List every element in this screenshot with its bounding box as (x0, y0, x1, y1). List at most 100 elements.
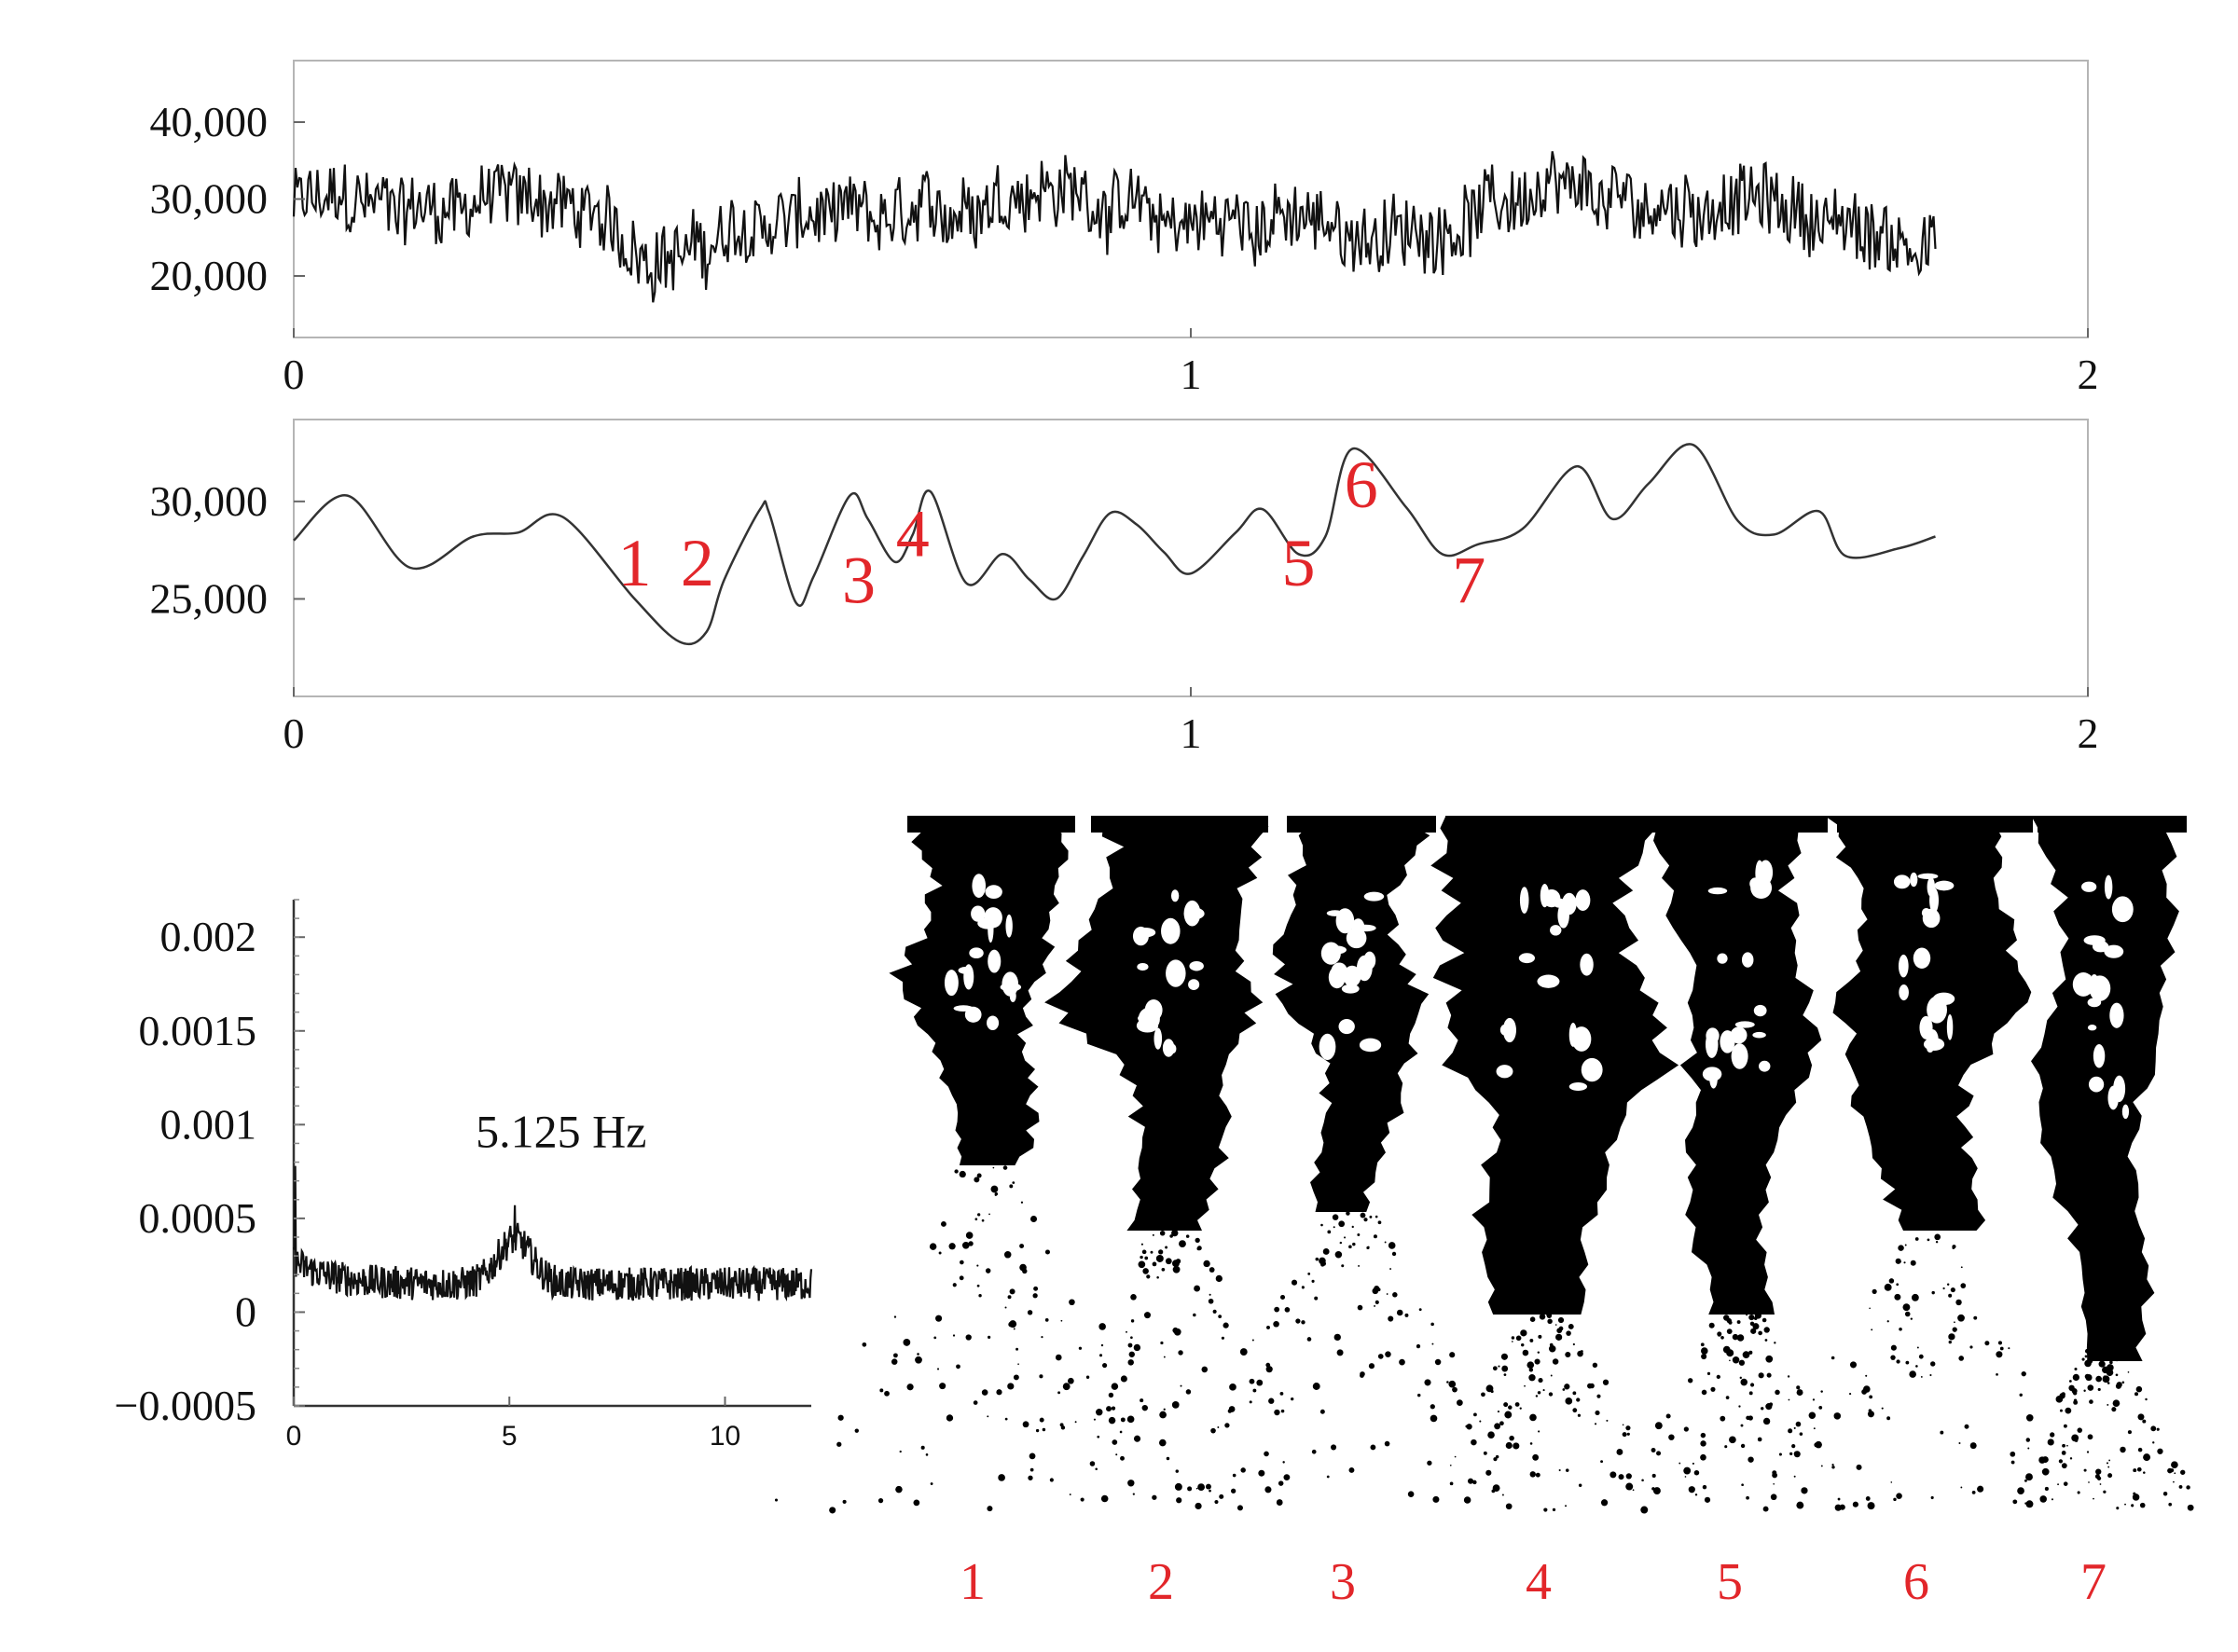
flame-droplet (1143, 1312, 1151, 1319)
flame-droplet (1632, 1489, 1635, 1492)
flame-droplet (1656, 1451, 1662, 1456)
flame-hole (1717, 953, 1728, 964)
flame-droplet (1449, 1481, 1454, 1486)
flame-droplet (1396, 1309, 1403, 1316)
flame-droplet (2069, 1457, 2073, 1460)
flame-droplet (2098, 1360, 2106, 1368)
flame-droplet (2152, 1441, 2155, 1444)
flame-droplet (1127, 1359, 1134, 1366)
flame-image-labels: 1 2 3 4 5 6 7 (960, 1553, 2107, 1611)
flame-droplet (2095, 1375, 2102, 1383)
flame-droplet (960, 1260, 964, 1265)
flame-droplet (1504, 1411, 1513, 1419)
flame-droplet (895, 1485, 903, 1494)
flame-droplet (1942, 1287, 1945, 1290)
flame-droplet (930, 1482, 933, 1485)
flame-droplet (1320, 1262, 1325, 1267)
flame-droplet (1432, 1495, 1440, 1503)
flame-droplet (1100, 1494, 1109, 1503)
flame-droplet (1778, 1452, 1782, 1456)
flame-droplet (877, 1498, 884, 1504)
flame-droplet (1957, 1314, 1965, 1322)
flame-droplet (1736, 1320, 1741, 1324)
flame-hole (2121, 1104, 2130, 1120)
flame-droplet (2133, 1468, 2137, 1473)
flame-hole (1354, 924, 1376, 932)
flame-droplet (2112, 1399, 2121, 1407)
flame-droplet (1702, 1484, 1707, 1490)
flame-droplet (1033, 1286, 1039, 1291)
flame-droplet (1960, 1283, 1967, 1288)
flame-droplet (1602, 1379, 1609, 1385)
flame-droplet (1210, 1427, 1216, 1434)
flame-droplet (1341, 1264, 1345, 1268)
flame-droplet (1336, 1349, 1344, 1356)
flame-droplet (1537, 1391, 1541, 1395)
flame-droplet (2077, 1491, 2080, 1494)
flame-droplet (1729, 1359, 1731, 1362)
flame-hole (1753, 1004, 1767, 1017)
flame-droplet (1224, 1423, 1230, 1428)
flame-droplet (1904, 1311, 1911, 1317)
raw-signal-panel: 40,000 30,000 20,000 0 1 2 (150, 60, 2099, 398)
flame-number-label: 2 (1148, 1553, 1174, 1611)
flame-droplet (1160, 1341, 1164, 1345)
flame-droplet (1146, 1274, 1151, 1279)
flame-droplet (1017, 1363, 1019, 1366)
flame-droplet (1595, 1410, 1600, 1416)
flame-droplet (1185, 1234, 1190, 1238)
flame-droplet (1326, 1475, 1330, 1479)
flame-droplet (1594, 1423, 1597, 1425)
flame-droplet (1130, 1336, 1133, 1340)
flame-droplet (1130, 1319, 1135, 1323)
flame-droplet (1741, 1483, 1744, 1487)
flame-droplet (1473, 1412, 1477, 1417)
flame-droplet (1557, 1316, 1565, 1324)
flame-droplet (1505, 1441, 1513, 1450)
x-tick-label: 0 (286, 1421, 302, 1452)
flame-droplet (893, 1315, 897, 1318)
flame-droplet (1738, 1359, 1746, 1366)
flame-droplet (1265, 1366, 1273, 1373)
flame-droplet (1384, 1241, 1387, 1244)
flame-droplet (2083, 1389, 2086, 1392)
flame-hole (1518, 953, 1536, 964)
flame-droplet (1331, 1444, 1337, 1451)
flame-droplet (2084, 1373, 2091, 1380)
flame-droplet (1417, 1393, 1421, 1397)
flame-hole (1363, 951, 1376, 970)
flame-droplet (1223, 1322, 1229, 1328)
flame-droplet (1538, 1334, 1542, 1339)
filtered-signal-x-ticks: 0 1 2 (283, 687, 2099, 757)
flame-droplet (1352, 1242, 1356, 1246)
flame-droplet (1748, 1391, 1753, 1396)
flame-droplet (1694, 1494, 1698, 1496)
flame-droplet (2044, 1486, 2049, 1491)
flame-droplet (1652, 1487, 1661, 1495)
flame-droplet (2135, 1385, 2143, 1393)
flame-droplet (2106, 1462, 2109, 1465)
flame-hole (1581, 1057, 1603, 1082)
flame-droplet (2108, 1459, 2111, 1462)
spectrum-annotations: 5.125 Hz (476, 1105, 646, 1157)
flame-hole (1926, 1028, 1939, 1050)
x-tick-label: 1 (1181, 351, 1202, 398)
flame-hole (1575, 889, 1591, 912)
flame-droplet (2073, 1399, 2079, 1405)
flame-droplet (1369, 1215, 1373, 1218)
flame-droplet (1312, 1383, 1320, 1390)
flame-droplet (1044, 1317, 1049, 1322)
flame-droplet (1852, 1501, 1858, 1507)
flame-droplet (2061, 1463, 2067, 1469)
flame-hole (987, 1015, 1000, 1030)
flame-droplet (2127, 1370, 2130, 1373)
annotation-label: 4 (896, 496, 930, 571)
flame-droplet (1358, 1264, 1361, 1267)
flame-droplet (987, 1506, 993, 1512)
flame-droplet (1742, 1351, 1750, 1359)
flame-droplet (936, 1368, 940, 1370)
flame-droplet (1789, 1452, 1793, 1455)
flame-droplet (1291, 1279, 1298, 1286)
flame-hole (1893, 874, 1911, 889)
filtered-signal-frame (293, 419, 2089, 697)
